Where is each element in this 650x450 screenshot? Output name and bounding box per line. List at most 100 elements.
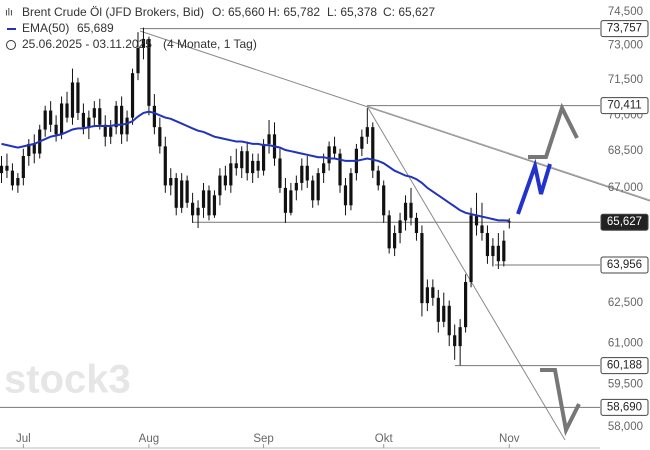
x-tick-label: Sep — [253, 433, 273, 445]
candle-body — [398, 220, 402, 234]
candle-body — [376, 170, 380, 186]
candle-body — [256, 160, 260, 171]
candle-body — [207, 190, 211, 216]
candle-body — [453, 335, 457, 347]
candle-body — [218, 175, 222, 196]
candle-body — [59, 103, 64, 135]
level-box — [600, 398, 649, 416]
candle-body — [125, 117, 129, 135]
candle-body — [136, 47, 140, 74]
candle-body — [409, 202, 413, 218]
candle-body — [92, 108, 96, 118]
candle-body — [261, 143, 266, 171]
candle-body — [223, 175, 227, 186]
candle-body — [10, 170, 15, 186]
candle-body — [480, 225, 484, 234]
candle-body — [316, 173, 320, 201]
trendlines — [139, 30, 650, 441]
candle-body — [283, 187, 288, 213]
candle-body — [420, 233, 424, 304]
candle-body — [442, 305, 446, 322]
candle-body — [464, 282, 468, 328]
candle-body — [393, 233, 397, 249]
candle-body — [289, 190, 293, 213]
candle-body — [245, 151, 249, 174]
candle-body — [338, 153, 342, 186]
candle-body — [311, 180, 315, 201]
candle-body — [21, 156, 25, 179]
scenario-up — [528, 102, 579, 159]
candle-body — [343, 185, 348, 206]
candle-body — [185, 180, 189, 203]
high: H: 65,782 — [268, 5, 320, 19]
candle-body — [322, 163, 326, 174]
candle-body — [278, 158, 282, 188]
level-label: 65,627 — [607, 216, 642, 228]
candle-body — [387, 215, 391, 249]
candle-body — [98, 108, 102, 125]
candle-body — [474, 215, 479, 226]
y-tick-label: 62,500 — [608, 297, 643, 309]
legend: ılı Brent Crude Öl (JFD Brokers, Bid) O:… — [5, 5, 435, 51]
x-tick-label: Okt — [375, 433, 394, 445]
ema-value: 65,689 — [77, 21, 114, 35]
candle-body — [469, 215, 473, 283]
candle-body — [507, 221, 511, 223]
candle-body — [120, 105, 124, 135]
candle-body — [458, 327, 462, 347]
candle-body — [365, 127, 369, 137]
candle-body — [191, 202, 195, 216]
candle-body — [163, 146, 167, 186]
candle-body — [229, 163, 233, 186]
candle-body — [43, 110, 47, 130]
level-box — [600, 20, 649, 38]
candle-body — [447, 305, 451, 336]
candle-body — [496, 245, 500, 262]
scenario-arrows — [516, 102, 581, 437]
level-box — [600, 97, 649, 115]
candle-body — [158, 127, 162, 147]
low: L: 65,378 — [327, 5, 377, 19]
candle-body — [27, 143, 31, 157]
icon: ılı — [5, 8, 13, 19]
candle-body — [234, 163, 238, 169]
candle-body — [327, 146, 331, 164]
candle-body — [180, 180, 184, 208]
instrument: Brent Crude Öl (JFD Brokers, Bid) — [22, 5, 204, 19]
candle-body — [0, 165, 4, 174]
candle-body — [371, 127, 375, 171]
scenario-down — [540, 368, 581, 437]
level-box — [600, 357, 649, 375]
candle-body — [141, 38, 146, 48]
candle-body — [240, 151, 244, 169]
trendline — [139, 30, 650, 202]
watermark: stock3 — [4, 358, 131, 402]
level-box — [600, 213, 649, 231]
scenario-blue — [516, 158, 552, 215]
x-tick-label: Nov — [499, 433, 520, 445]
candle-body — [109, 127, 113, 137]
candle-body — [360, 136, 364, 149]
level-label: 73,757 — [607, 23, 642, 35]
ema-line — [1, 110, 510, 222]
y-tick-label: 61,000 — [608, 337, 643, 349]
candle-body — [196, 207, 200, 216]
date-range: 25.06.2025 - 03.11.2025 — [22, 37, 152, 51]
y-tick-label: 73,000 — [608, 40, 643, 52]
candle-body — [130, 73, 135, 118]
x-tick-label: Aug — [139, 433, 159, 445]
candle-body — [502, 240, 506, 262]
level-box — [600, 256, 649, 274]
candle-body — [382, 185, 386, 216]
candle-body — [87, 117, 91, 128]
candle-body — [485, 233, 490, 257]
candle-body — [54, 124, 58, 135]
candle-body — [65, 103, 69, 118]
x-tick-label: Jul — [16, 433, 31, 445]
level-label: 63,956 — [607, 259, 642, 271]
candle-body — [174, 178, 178, 208]
candle-body — [332, 146, 337, 154]
y-tick-label: 67,000 — [608, 182, 643, 194]
y-tick-label: 58,000 — [608, 421, 643, 433]
